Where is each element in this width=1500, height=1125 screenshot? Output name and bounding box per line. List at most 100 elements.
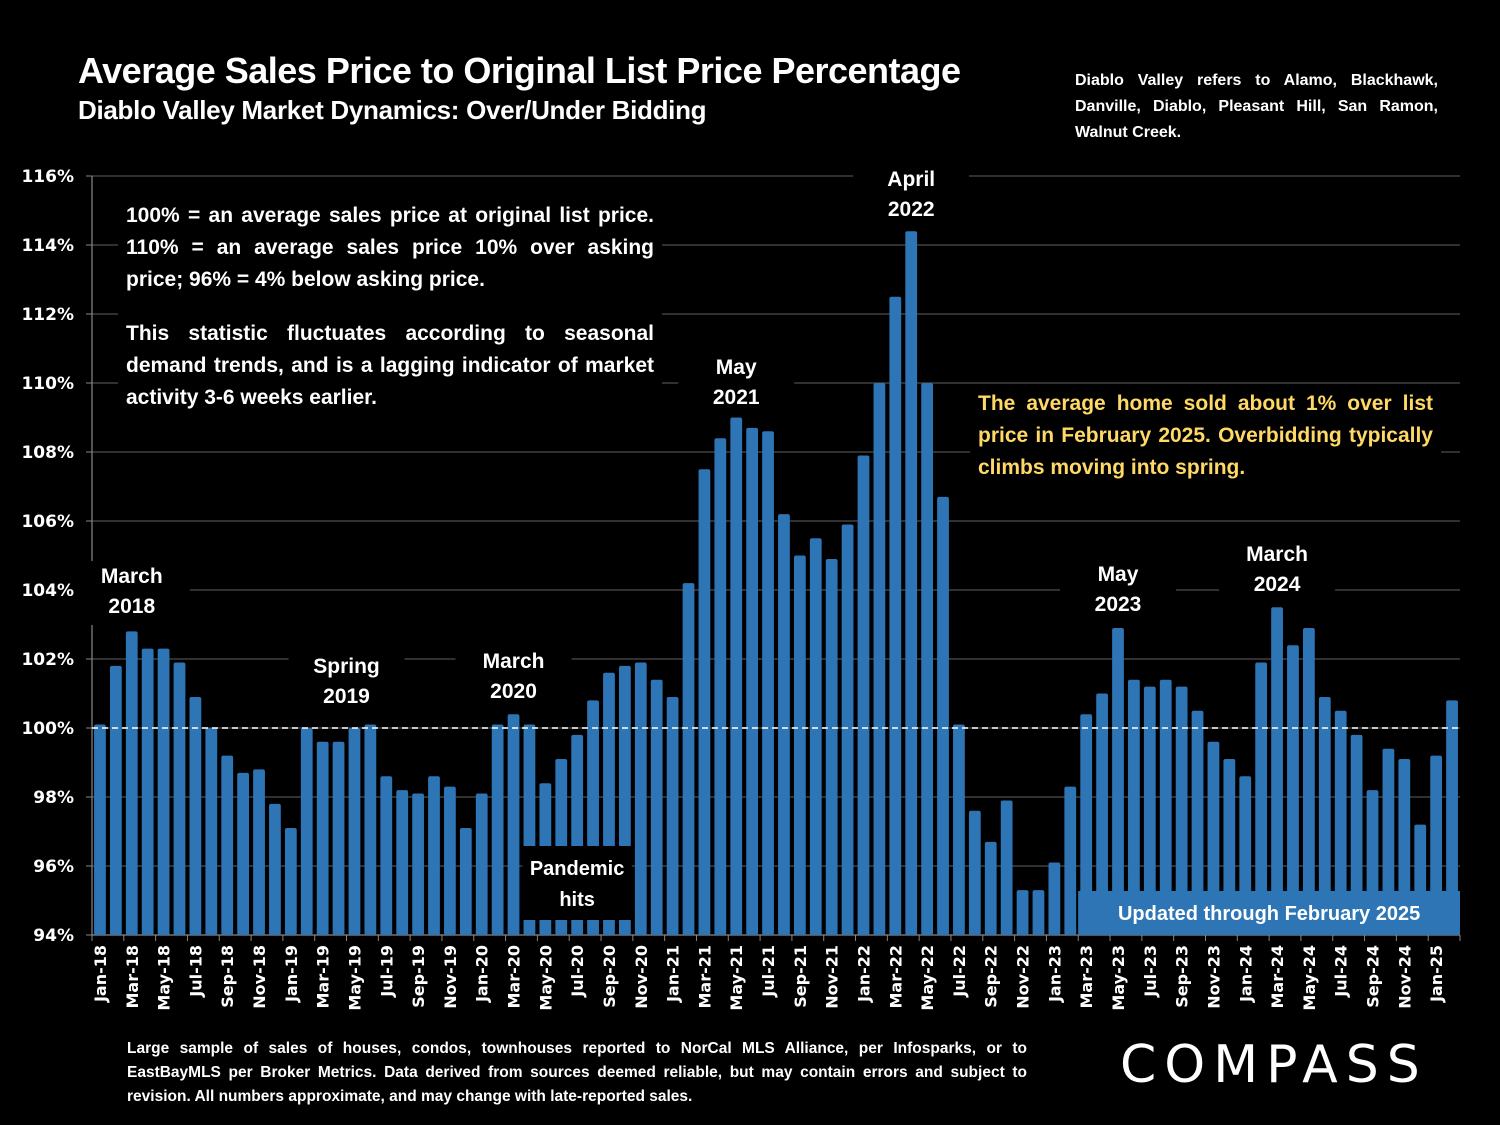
x-tick-label: Mar-18 <box>123 945 142 1009</box>
annotation-bg <box>288 651 405 715</box>
bar-apr-21 <box>714 438 727 935</box>
y-tick-label: 102% <box>21 650 74 670</box>
bar-feb-24 <box>1255 662 1268 935</box>
annotation-april-2022-line1: April <box>887 168 935 191</box>
annotation-pandemic-line1: Pandemic <box>530 858 624 880</box>
annotation-march-2024-line1: March <box>1246 543 1308 566</box>
bar-jan-20 <box>475 793 488 935</box>
x-tick-label: Sep-23 <box>1173 945 1192 1008</box>
y-tick-label: 114% <box>21 236 74 256</box>
y-tick-label: 98% <box>33 788 74 808</box>
x-tick-label: May-19 <box>345 945 364 1011</box>
x-tick-label: May-22 <box>918 945 937 1011</box>
bar-jan-22 <box>857 455 870 935</box>
bar-feb-22 <box>873 383 886 935</box>
bar-aug-18 <box>205 728 218 935</box>
bar-mar-21 <box>698 469 711 935</box>
annotation-march-2020-line2: 2020 <box>490 680 537 703</box>
bar-jan-21 <box>666 696 679 935</box>
x-tick-label: Jan-23 <box>1045 945 1064 1003</box>
x-tick-label: Mar-19 <box>314 945 333 1009</box>
x-tick-label: Mar-24 <box>1268 945 1287 1009</box>
y-tick-label: 94% <box>33 926 74 946</box>
bar-jul-21 <box>762 431 774 935</box>
bar-apr-18 <box>141 648 154 935</box>
bar-feb-25 <box>1446 700 1458 935</box>
bar-mar-19 <box>316 741 329 935</box>
x-tick-label: May-20 <box>536 945 555 1011</box>
x-tick-label: May-24 <box>1300 945 1319 1011</box>
bar-aug-22 <box>968 810 981 935</box>
bar-sep-23 <box>1175 686 1188 935</box>
x-tick-label: Sep-19 <box>409 945 428 1008</box>
x-tick-label: Jan-19 <box>282 945 301 1003</box>
bar-feb-20 <box>491 724 504 935</box>
annotation-march-2024-line2: 2024 <box>1254 573 1301 596</box>
compass-logo: COMPASS <box>1120 1035 1428 1095</box>
bar-apr-22 <box>905 231 918 935</box>
bar-sep-22 <box>984 841 997 935</box>
x-tick-label: Jan-22 <box>854 945 873 1003</box>
bar-aug-23 <box>1159 679 1172 935</box>
bar-may-23 <box>1112 627 1124 935</box>
pandemic-annotation-box <box>522 846 632 920</box>
x-tick-label: Jul-23 <box>1141 945 1160 998</box>
bar-jun-21 <box>746 427 759 935</box>
bar-dec-19 <box>459 828 472 935</box>
chart-title: Average Sales Price to Original List Pri… <box>78 50 961 91</box>
x-tick-label: Jan-21 <box>664 945 683 1003</box>
bar-jun-18 <box>173 662 186 935</box>
bar-sep-18 <box>221 755 234 935</box>
bar-aug-19 <box>396 790 409 935</box>
update-banner <box>1078 891 1460 935</box>
x-tick-label: Jan-18 <box>91 945 110 1003</box>
annotation-april-2022-line2: 2022 <box>888 198 935 221</box>
x-tick-label: Jan-20 <box>473 945 492 1003</box>
annotation-may-2023-line2: 2023 <box>1095 593 1142 616</box>
bars <box>94 231 1458 935</box>
x-tick-label: Sep-21 <box>791 945 810 1008</box>
bar-jan-18 <box>94 724 106 935</box>
disclaimer: Large sample of sales of houses, condos,… <box>127 1040 1027 1105</box>
x-tick-label: Mar-21 <box>695 945 714 1009</box>
annotation-bg <box>1219 539 1336 603</box>
bar-nov-23 <box>1207 741 1220 935</box>
bar-nov-22 <box>1016 890 1029 935</box>
x-tick-label: Sep-20 <box>600 945 619 1008</box>
y-tick-label: 96% <box>33 857 74 877</box>
bar-oct-24 <box>1382 748 1395 935</box>
annotation-march-2018-line1: March <box>101 565 163 588</box>
x-tick-label: Mar-22 <box>886 945 905 1009</box>
y-tick-label: 104% <box>21 581 74 601</box>
x-tick-label: Jul-21 <box>759 945 778 998</box>
bar-feb-18 <box>109 665 122 935</box>
y-tick-label: 110% <box>21 374 74 394</box>
definition-text: 100% = an average sales price at origina… <box>126 204 654 291</box>
bar-jul-22 <box>953 724 965 935</box>
x-tick-label: Nov-21 <box>823 945 842 1009</box>
annotation-bg <box>73 561 190 625</box>
bar-aug-24 <box>1350 734 1363 935</box>
x-tick-label: Nov-18 <box>250 945 269 1009</box>
bar-mar-23 <box>1080 714 1093 935</box>
x-tick-label: Nov-22 <box>1014 945 1033 1009</box>
x-tick-label: Nov-19 <box>441 945 460 1009</box>
bar-oct-23 <box>1191 710 1204 935</box>
x-tick-label: Nov-23 <box>1204 945 1223 1009</box>
bar-may-22 <box>921 383 934 935</box>
bar-jan-19 <box>284 828 297 935</box>
bar-jul-18 <box>189 696 202 935</box>
bar-apr-23 <box>1096 693 1108 935</box>
region-note: Diablo Valley refers to Alamo, Blackhawk… <box>1075 72 1438 141</box>
x-axis: Jan-18 Mar-18 May-18 Jul-18 Sep-18 Nov-18 Jan-… <box>91 935 1461 1011</box>
annotation-may-2023-line1: May <box>1098 563 1139 586</box>
bar-may-19 <box>348 728 361 935</box>
bar-aug-21 <box>778 514 790 935</box>
y-tick-label: 112% <box>21 305 74 325</box>
annotations: March 2018 Spring 2019 March 2020 Pandemic hits… <box>73 164 1460 935</box>
bar-sep-21 <box>793 555 806 935</box>
annotation-may-2021-line2: 2021 <box>713 386 760 409</box>
bar-dec-21 <box>841 524 854 935</box>
bar-jun-19 <box>364 724 377 935</box>
chart-subtitle: Diablo Valley Market Dynamics: Over/Unde… <box>78 95 707 125</box>
